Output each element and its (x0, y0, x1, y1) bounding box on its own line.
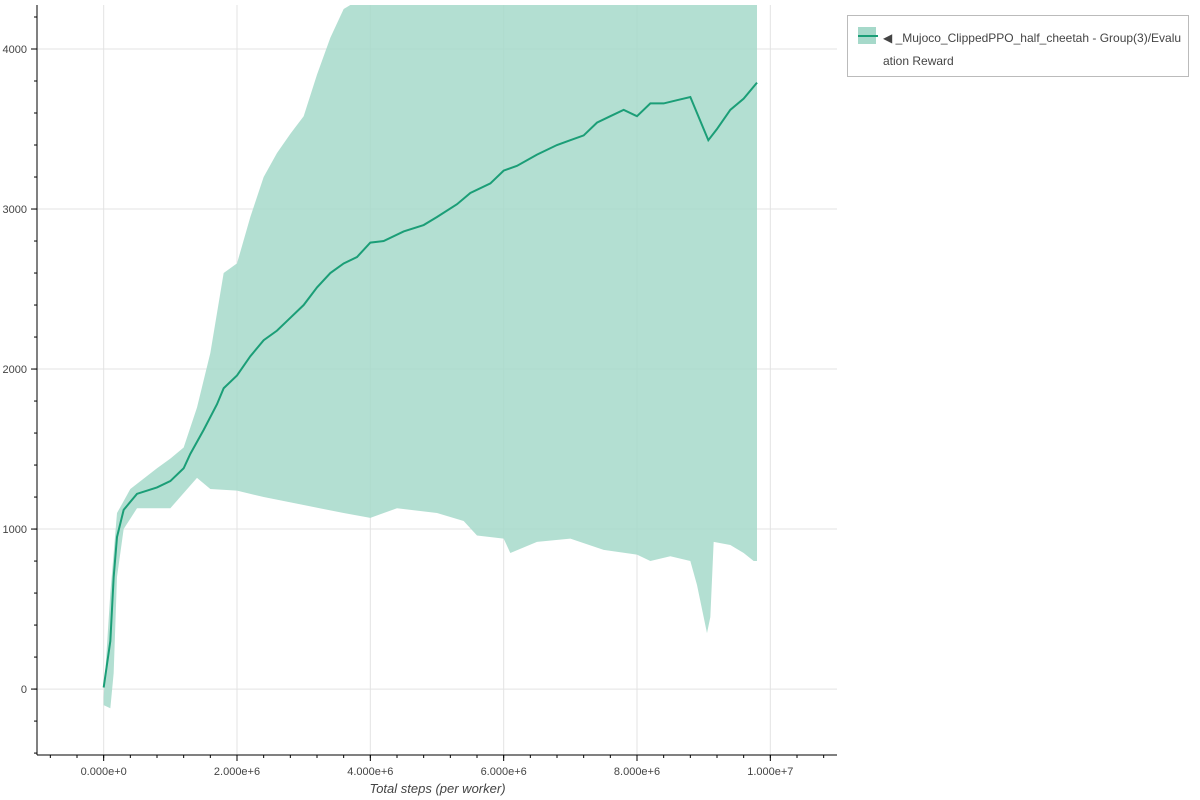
series-line (102, 81, 758, 688)
y-tick-label: 0 (21, 684, 27, 696)
x-tick-label: 1.000e+7 (747, 766, 793, 778)
x-tick-label: 4.000e+6 (347, 766, 393, 778)
y-tick-label: 3000 (3, 204, 27, 216)
y-tick-label: 2000 (3, 364, 27, 376)
x-tick-label: 2.000e+6 (214, 766, 260, 778)
x-tick-label: 0.000e+0 (81, 766, 127, 778)
legend-label: ◀ _Mujoco_ClippedPPO_half_cheetah - Grou… (883, 31, 1182, 68)
y-tick-label: 1000 (3, 524, 27, 536)
x-tick-label: 6.000e+6 (481, 766, 527, 778)
legend[interactable]: ◀ _Mujoco_ClippedPPO_half_cheetah - Grou… (847, 15, 1189, 77)
x-tick-label: 8.000e+6 (614, 766, 660, 778)
confidence-band (103, 5, 757, 709)
x-axis-label: Total steps (per worker) (369, 781, 506, 796)
legend-line-swatch (858, 35, 878, 37)
y-tick-label: 4000 (3, 44, 27, 56)
